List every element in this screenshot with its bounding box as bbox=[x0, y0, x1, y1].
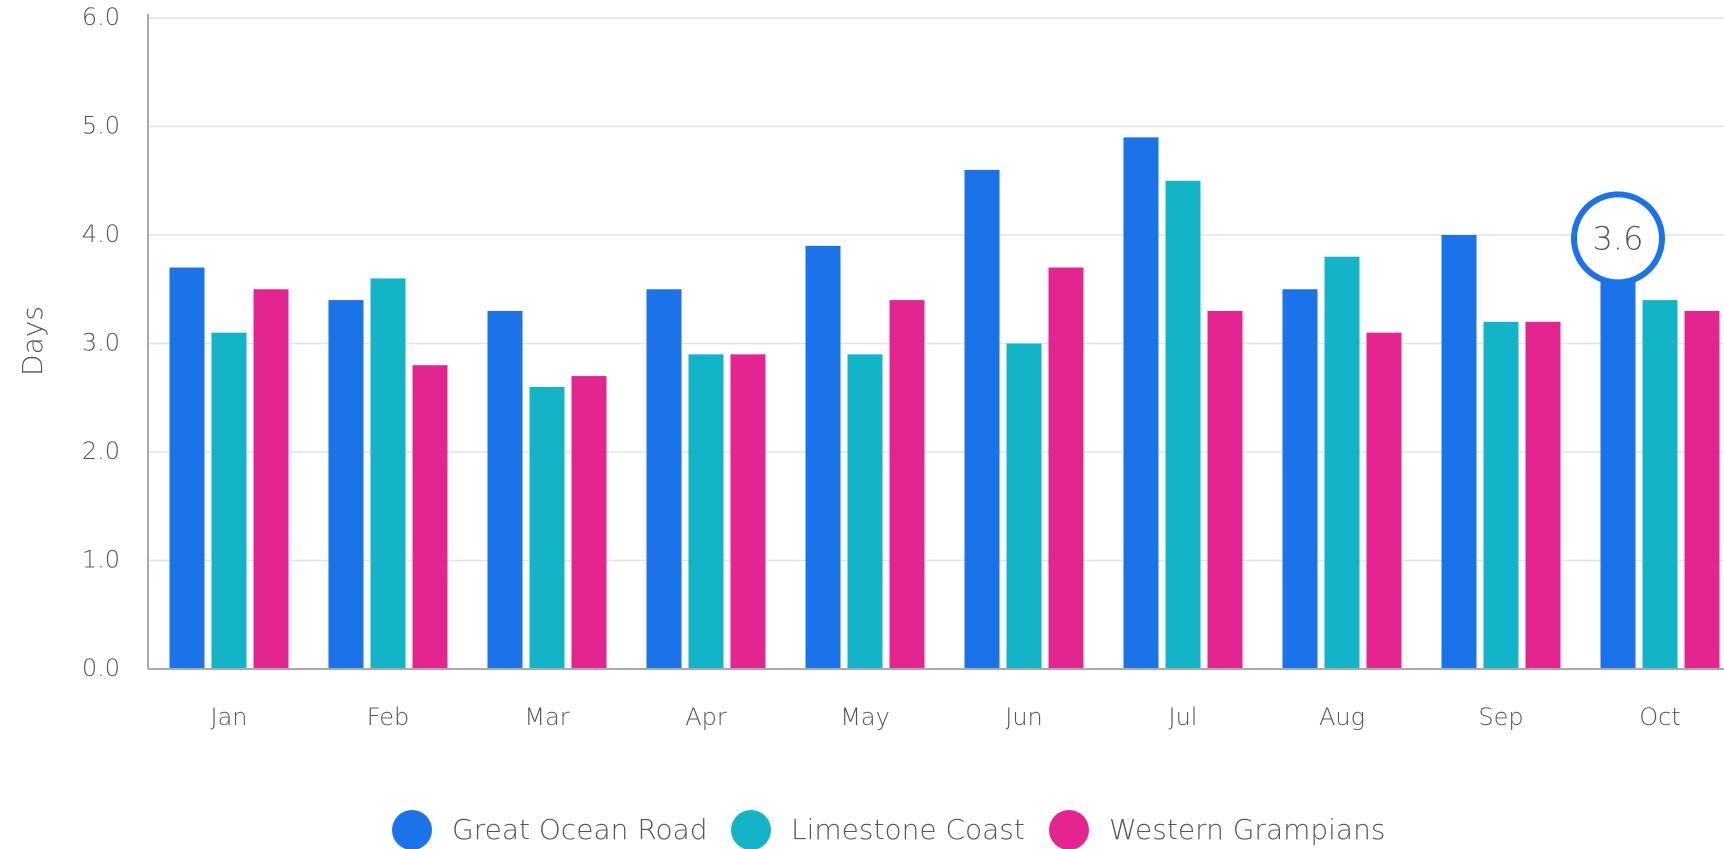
x-tick-label: Sep bbox=[1478, 703, 1523, 731]
x-tick-label: Jan bbox=[211, 703, 248, 731]
tooltip-value: 3.6 bbox=[1593, 219, 1644, 257]
bar bbox=[1123, 137, 1159, 670]
bar bbox=[487, 310, 523, 669]
x-tick-label: May bbox=[840, 703, 890, 731]
bar bbox=[1048, 267, 1084, 669]
legend-label: Great Ocean Road bbox=[452, 813, 708, 846]
bar bbox=[571, 376, 607, 669]
bar bbox=[1441, 235, 1477, 669]
bar bbox=[211, 332, 247, 669]
bar bbox=[805, 245, 841, 669]
bar bbox=[370, 278, 406, 669]
x-tick-label: Feb bbox=[367, 703, 410, 731]
bar bbox=[1165, 180, 1201, 669]
legend-swatch bbox=[731, 810, 771, 849]
bar bbox=[169, 267, 205, 669]
legend-label: Western Grampians bbox=[1109, 813, 1385, 846]
bar bbox=[412, 365, 448, 669]
x-tick-label: Oct bbox=[1639, 703, 1681, 731]
bar bbox=[1366, 332, 1402, 669]
x-tick-label: Jun bbox=[1005, 703, 1043, 731]
y-axis-label: Days bbox=[16, 306, 49, 376]
x-tick-label: Jul bbox=[1169, 703, 1198, 731]
bar bbox=[1600, 278, 1636, 669]
bar bbox=[1642, 300, 1678, 669]
y-tick-label: 1.0 bbox=[82, 546, 120, 574]
bar bbox=[1207, 310, 1243, 669]
bar bbox=[253, 289, 289, 669]
bar bbox=[688, 354, 724, 669]
y-tick-label: 5.0 bbox=[82, 112, 120, 140]
bar bbox=[1684, 310, 1720, 669]
y-tick-label: 0.0 bbox=[82, 654, 120, 682]
bar bbox=[1525, 321, 1561, 669]
bar bbox=[889, 300, 925, 669]
bar bbox=[964, 169, 1000, 669]
y-tick-label: 3.0 bbox=[82, 329, 120, 357]
y-tick-label: 2.0 bbox=[82, 437, 120, 465]
y-tick-label: 4.0 bbox=[82, 220, 120, 248]
bar bbox=[328, 300, 364, 669]
bar bbox=[1483, 321, 1519, 669]
x-tick-label: Mar bbox=[524, 703, 569, 731]
legend-swatch bbox=[392, 810, 432, 849]
x-tick-label: Apr bbox=[685, 703, 727, 731]
tooltip-bubble bbox=[1571, 191, 1665, 286]
bar bbox=[1282, 289, 1318, 669]
bar bbox=[847, 354, 883, 669]
bar bbox=[1324, 256, 1360, 669]
bar bbox=[1006, 343, 1042, 669]
bar bbox=[646, 289, 682, 669]
legend-swatch bbox=[1049, 810, 1089, 849]
bar bbox=[529, 386, 565, 669]
bar bbox=[730, 354, 766, 669]
y-tick-label: 6.0 bbox=[82, 3, 120, 31]
legend-label: Limestone Coast bbox=[791, 813, 1025, 846]
x-tick-label: Aug bbox=[1319, 703, 1365, 731]
